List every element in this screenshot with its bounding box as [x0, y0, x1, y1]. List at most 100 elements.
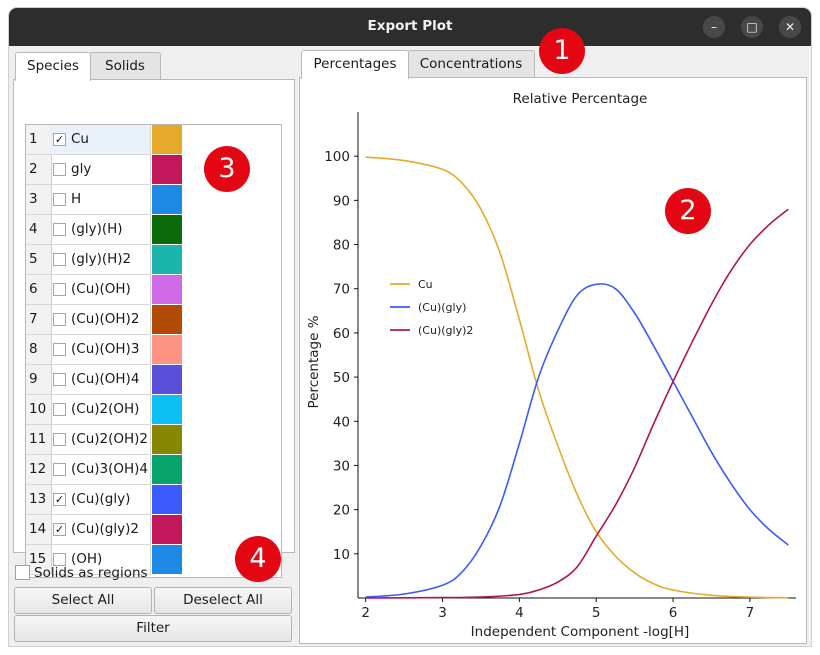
chart-legend: Cu (Cu)(gly) (Cu)(gly)2 [390, 278, 473, 337]
chart-axes: 10 20 30 40 50 60 70 80 90 100 2 3 4 5 6 7 [324, 112, 796, 621]
row-number[interactable]: 2 [26, 155, 52, 185]
maximize-button[interactable]: □ [741, 16, 763, 38]
tab-concentrations[interactable]: Concentrations [407, 50, 535, 78]
series-line [365, 283, 789, 598]
species-color-swatch[interactable] [152, 365, 182, 395]
species-color-swatch[interactable] [152, 215, 182, 245]
species-name-cell[interactable]: (OH) [49, 545, 151, 575]
species-checkbox[interactable] [53, 553, 66, 566]
row-number[interactable]: 9 [26, 365, 52, 395]
species-row[interactable]: 13 ✓ (Cu)(gly) [26, 485, 281, 515]
tab-species[interactable]: Species [15, 52, 91, 81]
row-number[interactable]: 12 [26, 455, 52, 485]
row-number[interactable]: 15 [26, 545, 52, 575]
close-button[interactable]: ✕ [779, 16, 801, 38]
species-color-swatch[interactable] [152, 185, 182, 215]
solids-as-regions-checkbox[interactable] [15, 565, 30, 580]
export-plot-window: Export Plot – □ ✕ Species Solids 1 ✓ Cu 2 gl… [9, 8, 811, 646]
species-checkbox[interactable] [53, 313, 66, 326]
tab-percentages[interactable]: Percentages [301, 50, 409, 79]
y-tick-label: 70 [333, 282, 350, 298]
species-row[interactable]: 15 (OH) [26, 545, 281, 575]
species-row[interactable]: 6 (Cu)(OH) [26, 275, 281, 305]
species-name-cell[interactable]: ✓ Cu [49, 125, 151, 155]
species-table[interactable]: 1 ✓ Cu 2 gly 3 H 4 (gly)(H) 5 (gly)(H)2 6 (Cu)(OH) 7(… [25, 124, 282, 578]
species-name: (gly)(H) [71, 221, 123, 237]
species-checkbox[interactable] [53, 343, 66, 356]
row-number[interactable]: 8 [26, 335, 52, 365]
row-number[interactable]: 4 [26, 215, 52, 245]
x-tick-label: 4 [515, 605, 524, 621]
species-row[interactable]: 4 (gly)(H) [26, 215, 281, 245]
species-row[interactable]: 7 (Cu)(OH)2 [26, 305, 281, 335]
species-color-swatch[interactable] [152, 155, 182, 185]
species-color-swatch[interactable] [152, 335, 182, 365]
tab-solids[interactable]: Solids [89, 52, 161, 80]
species-name-cell[interactable]: (Cu)2(OH) [49, 395, 151, 425]
row-number[interactable]: 11 [26, 425, 52, 455]
species-color-swatch[interactable] [152, 425, 182, 455]
select-all-button[interactable]: Select All [14, 587, 152, 614]
species-checkbox[interactable]: ✓ [53, 493, 66, 506]
species-color-swatch[interactable] [152, 395, 182, 425]
species-name: (Cu)(OH)2 [71, 311, 140, 327]
species-name: (Cu)2(OH) [71, 401, 140, 417]
species-color-swatch[interactable] [152, 305, 182, 335]
species-checkbox[interactable] [53, 403, 66, 416]
species-row[interactable]: 11 (Cu)2(OH)2 [26, 425, 281, 455]
species-color-swatch[interactable] [152, 515, 182, 545]
species-color-swatch[interactable] [152, 125, 182, 155]
species-name-cell[interactable]: gly [49, 155, 151, 185]
species-row[interactable]: 2 gly [26, 155, 281, 185]
species-checkbox[interactable]: ✓ [53, 133, 66, 146]
species-name-cell[interactable]: (Cu)(OH)3 [49, 335, 151, 365]
right-tab-bar: Percentages Concentrations [301, 50, 801, 79]
row-number[interactable]: 14 [26, 515, 52, 545]
species-checkbox[interactable] [53, 433, 66, 446]
species-row[interactable]: 10 (Cu)2(OH) [26, 395, 281, 425]
y-tick-label: 40 [333, 414, 350, 430]
row-number[interactable]: 13 [26, 485, 52, 515]
annotation-badge-2: 2 [665, 188, 711, 234]
species-name-cell[interactable]: (gly)(H)2 [49, 245, 151, 275]
species-name-cell[interactable]: ✓ (Cu)(gly) [49, 485, 151, 515]
species-color-swatch[interactable] [152, 485, 182, 515]
species-row[interactable]: 5 (gly)(H)2 [26, 245, 281, 275]
row-number[interactable]: 7 [26, 305, 52, 335]
species-name-cell[interactable]: (Cu)(OH)4 [49, 365, 151, 395]
y-tick-label: 90 [333, 193, 350, 209]
species-name-cell[interactable]: ✓ (Cu)(gly)2 [49, 515, 151, 545]
species-row[interactable]: 14 ✓ (Cu)(gly)2 [26, 515, 281, 545]
species-checkbox[interactable]: ✓ [53, 523, 66, 536]
species-checkbox[interactable] [53, 193, 66, 206]
row-number[interactable]: 3 [26, 185, 52, 215]
species-checkbox[interactable] [53, 373, 66, 386]
filter-button[interactable]: Filter [14, 615, 292, 642]
y-tick-label: 100 [324, 149, 350, 165]
species-checkbox[interactable] [53, 283, 66, 296]
species-checkbox[interactable] [53, 223, 66, 236]
minimize-button[interactable]: – [703, 16, 725, 38]
species-name-cell[interactable]: H [49, 185, 151, 215]
species-color-swatch[interactable] [152, 275, 182, 305]
species-name-cell[interactable]: (gly)(H) [49, 215, 151, 245]
species-name-cell[interactable]: (Cu)3(OH)4 [49, 455, 151, 485]
species-color-swatch[interactable] [152, 455, 182, 485]
species-row[interactable]: 1 ✓ Cu [26, 125, 281, 155]
species-row[interactable]: 12 (Cu)3(OH)4 [26, 455, 281, 485]
species-name-cell[interactable]: (Cu)2(OH)2 [49, 425, 151, 455]
species-row[interactable]: 9 (Cu)(OH)4 [26, 365, 281, 395]
species-row[interactable]: 8 (Cu)(OH)3 [26, 335, 281, 365]
species-checkbox[interactable] [53, 253, 66, 266]
species-name-cell[interactable]: (Cu)(OH) [49, 275, 151, 305]
species-color-swatch[interactable] [152, 545, 182, 575]
species-color-swatch[interactable] [152, 245, 182, 275]
row-number[interactable]: 5 [26, 245, 52, 275]
row-number[interactable]: 6 [26, 275, 52, 305]
species-checkbox[interactable] [53, 163, 66, 176]
deselect-all-button[interactable]: Deselect All [154, 587, 292, 614]
row-number[interactable]: 10 [26, 395, 52, 425]
species-name-cell[interactable]: (Cu)(OH)2 [49, 305, 151, 335]
species-checkbox[interactable] [53, 463, 66, 476]
